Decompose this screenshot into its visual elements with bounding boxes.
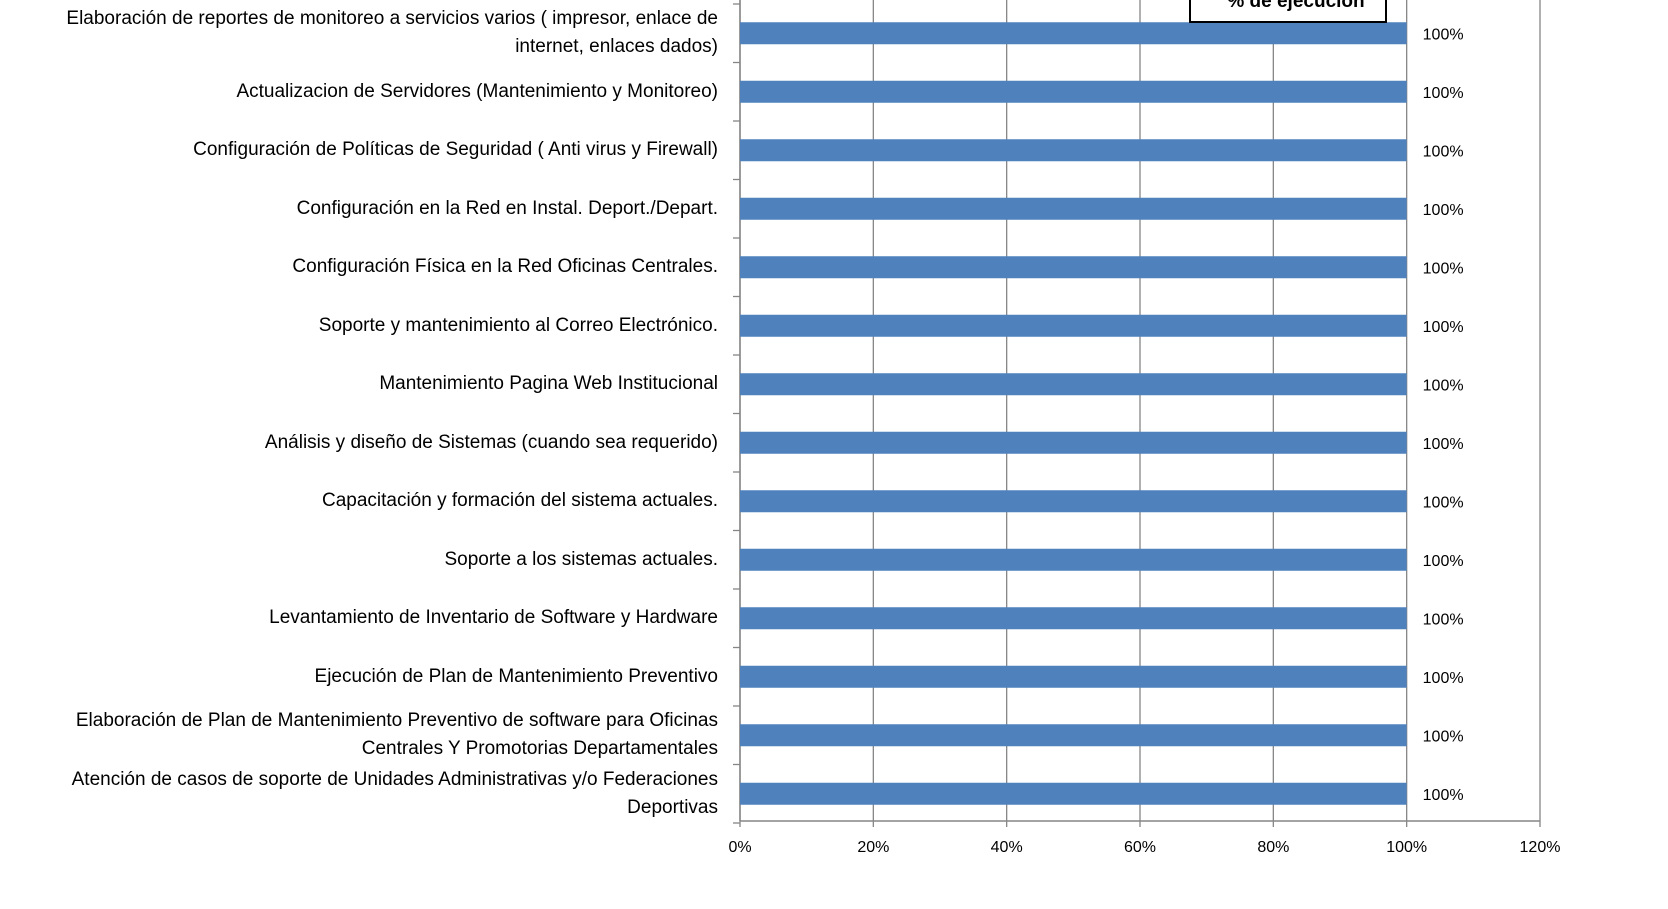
bar bbox=[740, 22, 1407, 45]
data-label: 100% bbox=[1423, 202, 1464, 219]
y-tick-label: Soporte y mantenimiento al Correo Electr… bbox=[318, 314, 718, 336]
data-label: 100% bbox=[1423, 85, 1464, 102]
bar bbox=[740, 314, 1407, 337]
x-tick-label: 120% bbox=[1520, 839, 1561, 856]
x-tick-label: 40% bbox=[991, 839, 1023, 856]
data-label: 100% bbox=[1423, 319, 1464, 336]
bar bbox=[740, 665, 1407, 688]
bar bbox=[740, 607, 1407, 630]
y-tick-label: Capacitación y formación del sistema act… bbox=[321, 490, 718, 512]
y-tick-label: Elaboración de Plan de Mantenimiento Pre… bbox=[75, 710, 718, 760]
bar bbox=[740, 80, 1407, 103]
data-label: 100% bbox=[1423, 728, 1464, 745]
y-tick-label: Atención de casos de soporte de Unidades… bbox=[71, 768, 718, 818]
y-tick-label: Ejecución de Plan de Mantenimiento Preve… bbox=[314, 665, 718, 687]
x-tick-label: 60% bbox=[1124, 839, 1156, 856]
y-tick-label: Configuración Física en la Red Oficinas … bbox=[292, 256, 718, 278]
bar bbox=[740, 139, 1407, 162]
legend-label: % de ejecución bbox=[1227, 0, 1364, 12]
y-tick-label: Configuración en la Red en Instal. Depor… bbox=[296, 197, 718, 219]
legend-box bbox=[1189, 0, 1387, 23]
y-tick-label: Actualizacion de Servidores (Mantenimien… bbox=[236, 80, 718, 102]
bar bbox=[740, 373, 1407, 396]
data-label: 100% bbox=[1423, 611, 1464, 628]
y-tick-label: Configuración de Políticas de Seguridad … bbox=[193, 139, 718, 161]
x-tick-label: 0% bbox=[728, 839, 751, 856]
data-label: 100% bbox=[1423, 260, 1464, 277]
data-label: 100% bbox=[1423, 436, 1464, 453]
data-label: 100% bbox=[1423, 670, 1464, 687]
x-tick-label: 100% bbox=[1386, 839, 1427, 856]
x-tick-label: 20% bbox=[857, 839, 889, 856]
y-tick-label: Análisis y diseño de Sistemas (cuando se… bbox=[264, 431, 718, 453]
y-tick-label: Soporte a los sistemas actuales. bbox=[444, 548, 718, 570]
bar bbox=[740, 548, 1407, 571]
data-label: 100% bbox=[1423, 377, 1464, 394]
data-label: 100% bbox=[1423, 494, 1464, 511]
y-tick-label: Elaboración de reportes de monitoreo a s… bbox=[66, 8, 718, 58]
data-label: 100% bbox=[1423, 787, 1464, 804]
y-tick-label: Levantamiento de Inventario de Software … bbox=[269, 607, 718, 629]
data-label: 100% bbox=[1423, 26, 1464, 43]
bar bbox=[740, 724, 1407, 747]
bar bbox=[740, 490, 1407, 513]
y-tick-label: Mantenimiento Pagina Web Institucional bbox=[379, 373, 718, 395]
bar bbox=[740, 256, 1407, 279]
x-tick-label: 80% bbox=[1257, 839, 1289, 856]
data-label: 100% bbox=[1423, 553, 1464, 570]
data-label: 100% bbox=[1423, 143, 1464, 160]
bar bbox=[740, 782, 1407, 805]
bar bbox=[740, 197, 1407, 220]
bar bbox=[740, 431, 1407, 454]
